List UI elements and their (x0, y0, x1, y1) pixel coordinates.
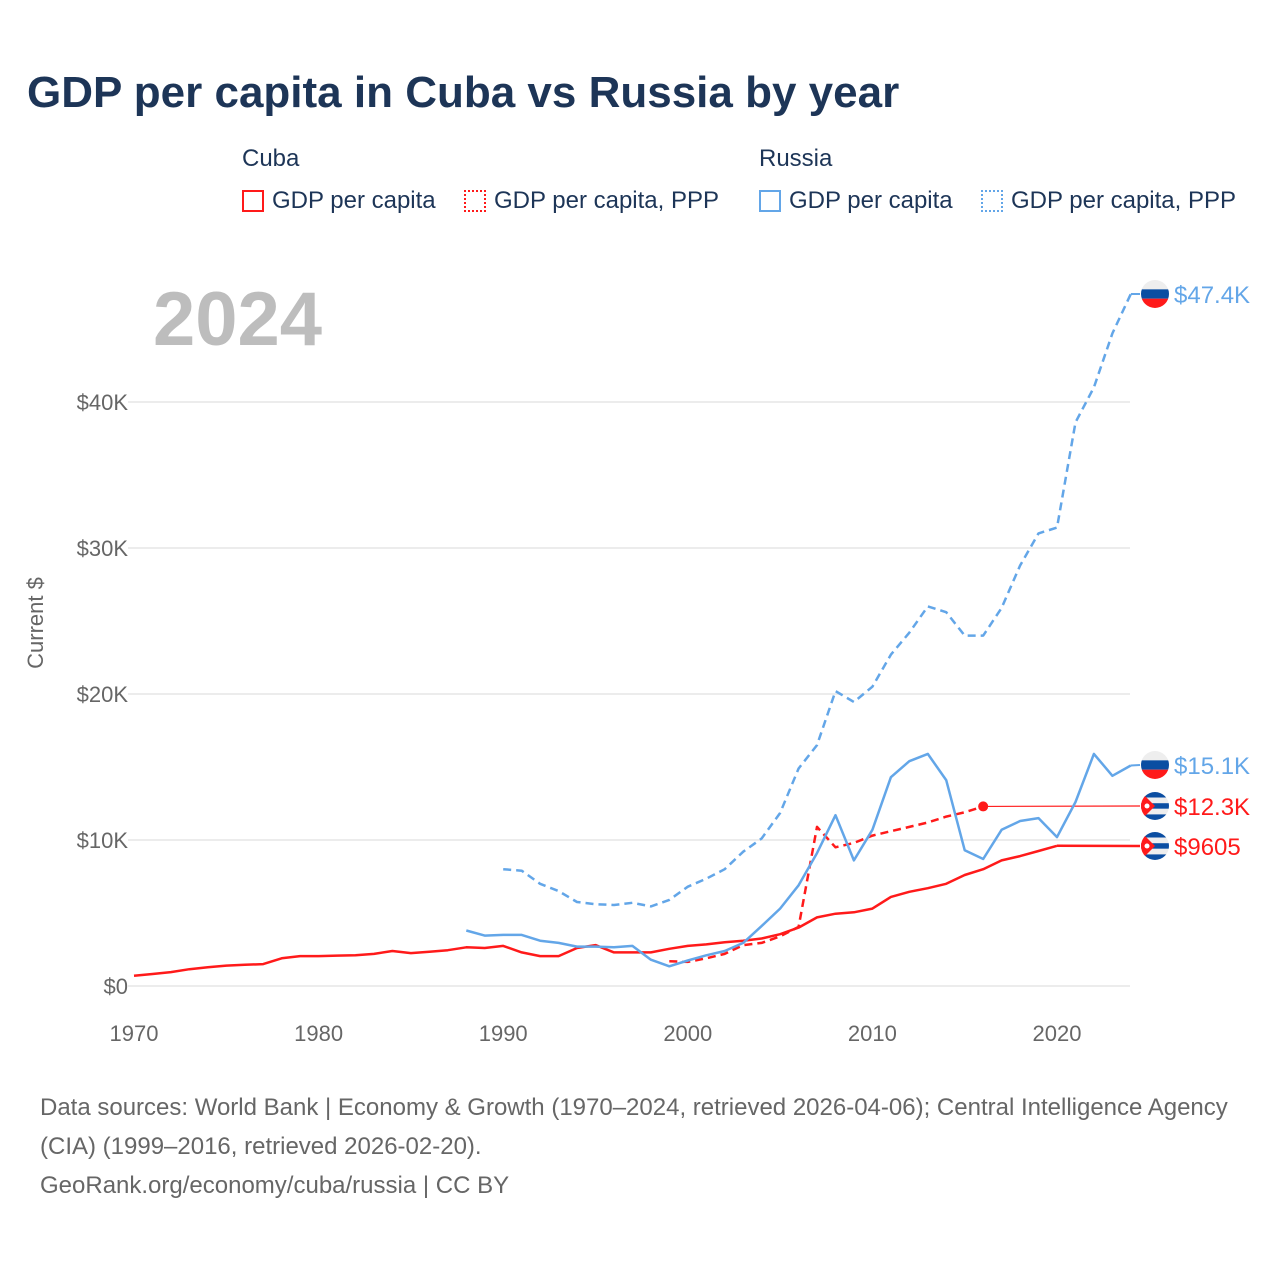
legend-cuba-gdp-ppp[interactable]: GDP per capita, PPP (464, 187, 719, 215)
legend-swatch-solid-red (242, 190, 264, 212)
x-tick-label: 1980 (294, 1021, 343, 1046)
cuba-flag-icon (1141, 792, 1169, 820)
x-tick-label: 1990 (479, 1021, 528, 1046)
y-tick-label: $40K (77, 390, 129, 415)
russia-flag-icon (1141, 751, 1169, 779)
series-line-russia-gdp-per-capita-ppp (503, 293, 1132, 908)
end-value-label: $47.4K (1174, 282, 1250, 309)
legend-label: GDP per capita, PPP (1011, 187, 1236, 214)
end-value-label: $15.1K (1174, 753, 1250, 780)
flag-stripe-red (1141, 769, 1169, 779)
flag-stripe (1141, 854, 1169, 860)
source-line-1: Data sources: World Bank | Economy & Gro… (40, 1094, 1228, 1160)
series-line-cuba-gdp-per-capita (133, 844, 1058, 978)
flag-body (1141, 792, 1169, 820)
flag-stripe (1141, 792, 1169, 798)
source-note: Data sources: World Bank | Economy & Gro… (40, 1088, 1250, 1205)
flag-body (1141, 280, 1169, 308)
legend-swatch-dotted-red (464, 190, 486, 212)
end-value-label: $12.3K (1174, 794, 1250, 821)
flag-stripe (1141, 848, 1169, 855)
flag-star (1144, 843, 1150, 849)
series-line-cuba-gdp-per-capita-ppp (669, 805, 984, 964)
legend-group-russia: Russia (759, 145, 833, 172)
flag-star (1144, 803, 1150, 809)
flag-body (1141, 832, 1169, 860)
legend-label: GDP per capita, PPP (494, 187, 719, 214)
flag-stripe (1141, 797, 1169, 804)
end-point-marker (978, 801, 989, 812)
y-tick-label: $0 (104, 974, 128, 999)
flag-stripe-blue (1141, 760, 1169, 770)
legend-swatch-solid-blue (759, 190, 781, 212)
x-tick-label: 1970 (110, 1021, 159, 1046)
flag-stripe-red (1141, 298, 1169, 308)
y-tick-label: $10K (77, 828, 129, 853)
flag-stripe (1141, 837, 1169, 844)
legend-group-cuba: Cuba (242, 145, 300, 172)
legend-label: GDP per capita (272, 187, 436, 214)
y-tick-label: $20K (77, 682, 129, 707)
legend-label: GDP per capita (789, 187, 953, 214)
x-tick-label: 2000 (663, 1021, 712, 1046)
legend-russia-gdp-ppp[interactable]: GDP per capita, PPP (981, 187, 1236, 215)
x-tick-label: 2010 (848, 1021, 897, 1046)
year-watermark: 2024 (153, 277, 323, 362)
flag-stripe-white (1141, 280, 1169, 290)
end-connector (1130, 764, 1141, 767)
legend-russia-gdp[interactable]: GDP per capita (759, 187, 953, 215)
series-line-russia-gdp-per-capita (465, 752, 1132, 968)
x-tick-label: 2020 (1033, 1021, 1082, 1046)
flag-stripe (1141, 832, 1169, 838)
legend-cuba-gdp[interactable]: GDP per capita (242, 187, 436, 215)
russia-flag-icon (1141, 280, 1169, 308)
flag-stripe-blue (1141, 289, 1169, 299)
cuba-flag-icon (1141, 832, 1169, 860)
flag-stripe (1141, 814, 1169, 820)
flag-stripe (1141, 808, 1169, 815)
flag-stripe-white (1141, 751, 1169, 761)
flag-body (1141, 751, 1169, 779)
legend-swatch-dotted-blue (981, 190, 1003, 212)
chart-title: GDP per capita in Cuba vs Russia by year (27, 68, 900, 117)
source-line-2[interactable]: GeoRank.org/economy/cuba/russia | CC BY (40, 1172, 510, 1199)
y-tick-label: $30K (77, 536, 129, 561)
end-value-label: $9605 (1174, 834, 1241, 861)
